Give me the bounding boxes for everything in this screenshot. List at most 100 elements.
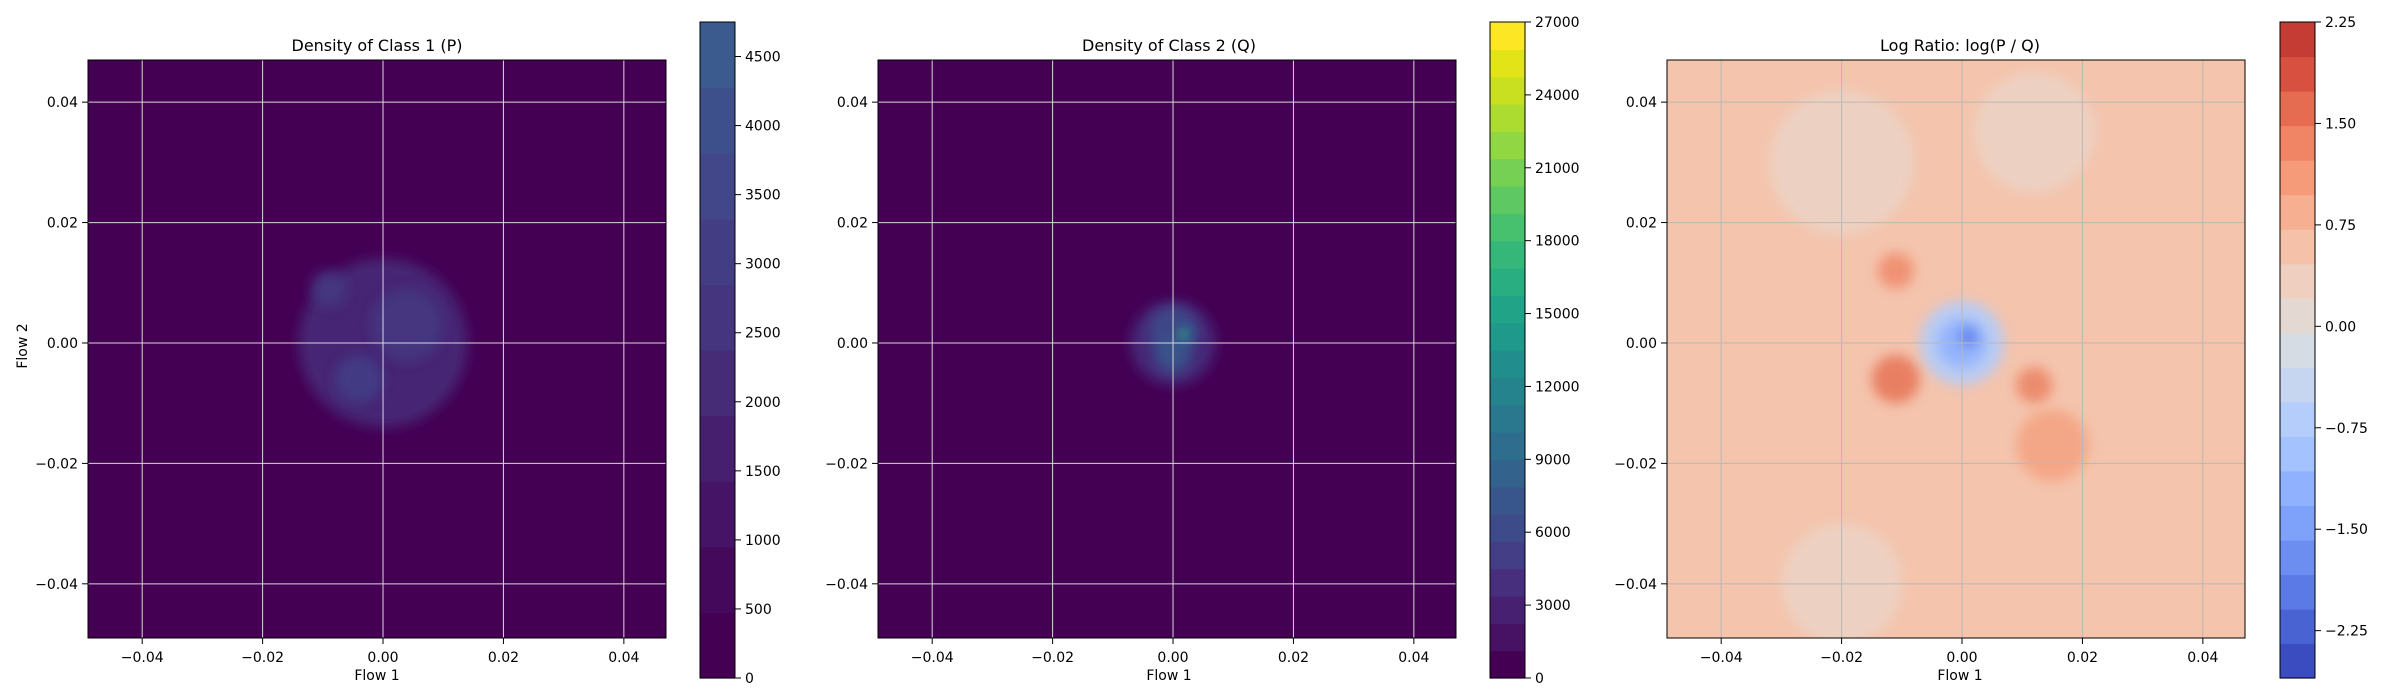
density-blob [370, 288, 444, 362]
colorbar-segment [1490, 568, 1525, 597]
y-tick-label: 0.04 [1626, 95, 1657, 111]
y-tick-label: −0.02 [35, 456, 78, 472]
colorbar-segment [2280, 436, 2315, 472]
colorbar-segment [1490, 623, 1525, 652]
colorbar-segment [2280, 125, 2315, 161]
colorbar-tick-label: 9000 [1535, 452, 1571, 468]
density-blob [1877, 252, 1914, 289]
colorbar-segment [1490, 240, 1525, 269]
colorbar-segment [700, 218, 735, 285]
colorbar-segment [2280, 194, 2315, 230]
colorbar-segment [2280, 229, 2315, 265]
x-tick-label: −0.02 [1820, 650, 1863, 666]
colorbar-tick-label: 4500 [745, 50, 781, 66]
density-blob [310, 270, 347, 307]
y-tick-label: 0.00 [1626, 336, 1657, 352]
colorbar-segment [700, 612, 735, 679]
colorbar-segment [2280, 22, 2315, 58]
colorbar-tick-label: 1.50 [2325, 116, 2356, 132]
colorbar-tick-label: 12000 [1535, 379, 1580, 395]
x-axis-label: Flow 1 [1937, 668, 1982, 684]
y-tick-label: 0.02 [47, 216, 78, 232]
colorbar-segment [1490, 158, 1525, 187]
colorbar-tick-label: 0.75 [2325, 218, 2356, 234]
colorbar-tick-label: 0 [1535, 671, 1544, 687]
chart-title: Density of Class 1 (P) [292, 36, 463, 55]
y-tick-label: −0.04 [825, 577, 868, 593]
y-tick-label: 0.02 [837, 216, 868, 232]
colorbar-frame [699, 21, 736, 679]
colorbar-segment [2280, 91, 2315, 127]
colorbar-tick-label: −2.25 [2325, 624, 2368, 640]
x-tick-label: 0.02 [1278, 650, 1309, 666]
colorbar-tick-label: 500 [745, 602, 772, 618]
colorbar-frame [1489, 21, 1526, 679]
y-tick-label: −0.04 [1614, 577, 1657, 593]
colorbar-tick-label: 2000 [745, 395, 781, 411]
colorbar-tick-label: 0 [745, 671, 754, 687]
x-tick-label: 0.02 [2067, 650, 2098, 666]
colorbar-tick-label: 3000 [745, 257, 781, 273]
colorbar-segment [1490, 213, 1525, 242]
colorbar-segment [700, 546, 735, 613]
colorbar-tick-label: 4000 [745, 119, 781, 135]
colorbar-tick-label: 1500 [745, 464, 781, 480]
y-tick-label: 0.04 [837, 95, 868, 111]
colorbar-tick-label: 15000 [1535, 307, 1580, 323]
colorbar-segment [1490, 541, 1525, 570]
colorbar-segment [2280, 539, 2315, 576]
colorbar-frame [2279, 21, 2316, 679]
colorbar-segment [700, 284, 735, 351]
colorbar-segment [2280, 470, 2315, 506]
colorbar-segment [1490, 650, 1525, 679]
colorbar-segment [2280, 56, 2315, 92]
y-tick-label: 0.00 [47, 336, 78, 352]
colorbar-segment [700, 22, 735, 89]
y-tick-label: −0.02 [1614, 456, 1657, 472]
colorbar-segment [1490, 404, 1525, 433]
x-tick-label: −0.04 [1700, 650, 1743, 666]
x-tick-label: −0.04 [121, 650, 164, 666]
x-tick-label: 0.00 [1946, 650, 1977, 666]
density-blob [1974, 72, 2095, 193]
x-tick-label: −0.04 [911, 650, 954, 666]
colorbar-segment [1490, 377, 1525, 406]
y-tick-label: 0.00 [837, 336, 868, 352]
x-axis-label: Flow 1 [1146, 668, 1191, 684]
colorbar-segment [1490, 76, 1525, 105]
colorbar-tick-label: 18000 [1535, 234, 1580, 250]
panel-class2-density: Density of Class 2 (Q) Flow 1 −0.04 −0.04… [825, 15, 1579, 687]
colorbar-segment [2280, 401, 2315, 437]
x-tick-label: 0.04 [608, 650, 639, 666]
x-tick-label: −0.02 [1031, 650, 1074, 666]
colorbar-segment [2280, 574, 2315, 610]
colorbar-segment [2280, 643, 2315, 679]
y-axis-label: Flow 2 [15, 323, 31, 368]
density-blob [2016, 367, 2053, 404]
colorbar-tick-label: 21000 [1535, 161, 1580, 177]
colorbar-segment [700, 153, 735, 220]
colorbar-segment [1490, 295, 1525, 324]
colorbar-segment [700, 415, 735, 482]
colorbar-segment [1490, 486, 1525, 515]
colorbar-segment [1490, 350, 1525, 378]
colorbar-tick-label: 6000 [1535, 525, 1571, 541]
colorbar-tick-label: 3500 [745, 188, 781, 204]
colorbar-segment [1490, 322, 1525, 351]
x-tick-label: 0.02 [488, 650, 519, 666]
colorbar-segment [1490, 432, 1525, 460]
y-tick-label: −0.04 [35, 577, 78, 593]
colorbar-segment [700, 87, 735, 154]
colorbar-segment [1490, 186, 1525, 214]
y-tick-label: 0.02 [1626, 216, 1657, 232]
colorbar-segment [2280, 505, 2315, 541]
colorbar-segment [1490, 22, 1525, 50]
x-tick-label: 0.00 [1157, 650, 1188, 666]
colorbar-tick-label: 0.00 [2325, 319, 2356, 335]
colorbar-segment [2280, 608, 2315, 645]
colorbar-segment [2280, 160, 2315, 196]
colorbar-tick-label: 1000 [745, 533, 781, 549]
colorbar-segment [2280, 332, 2315, 368]
chart-title: Log Ratio: log(P / Q) [1880, 36, 2040, 55]
